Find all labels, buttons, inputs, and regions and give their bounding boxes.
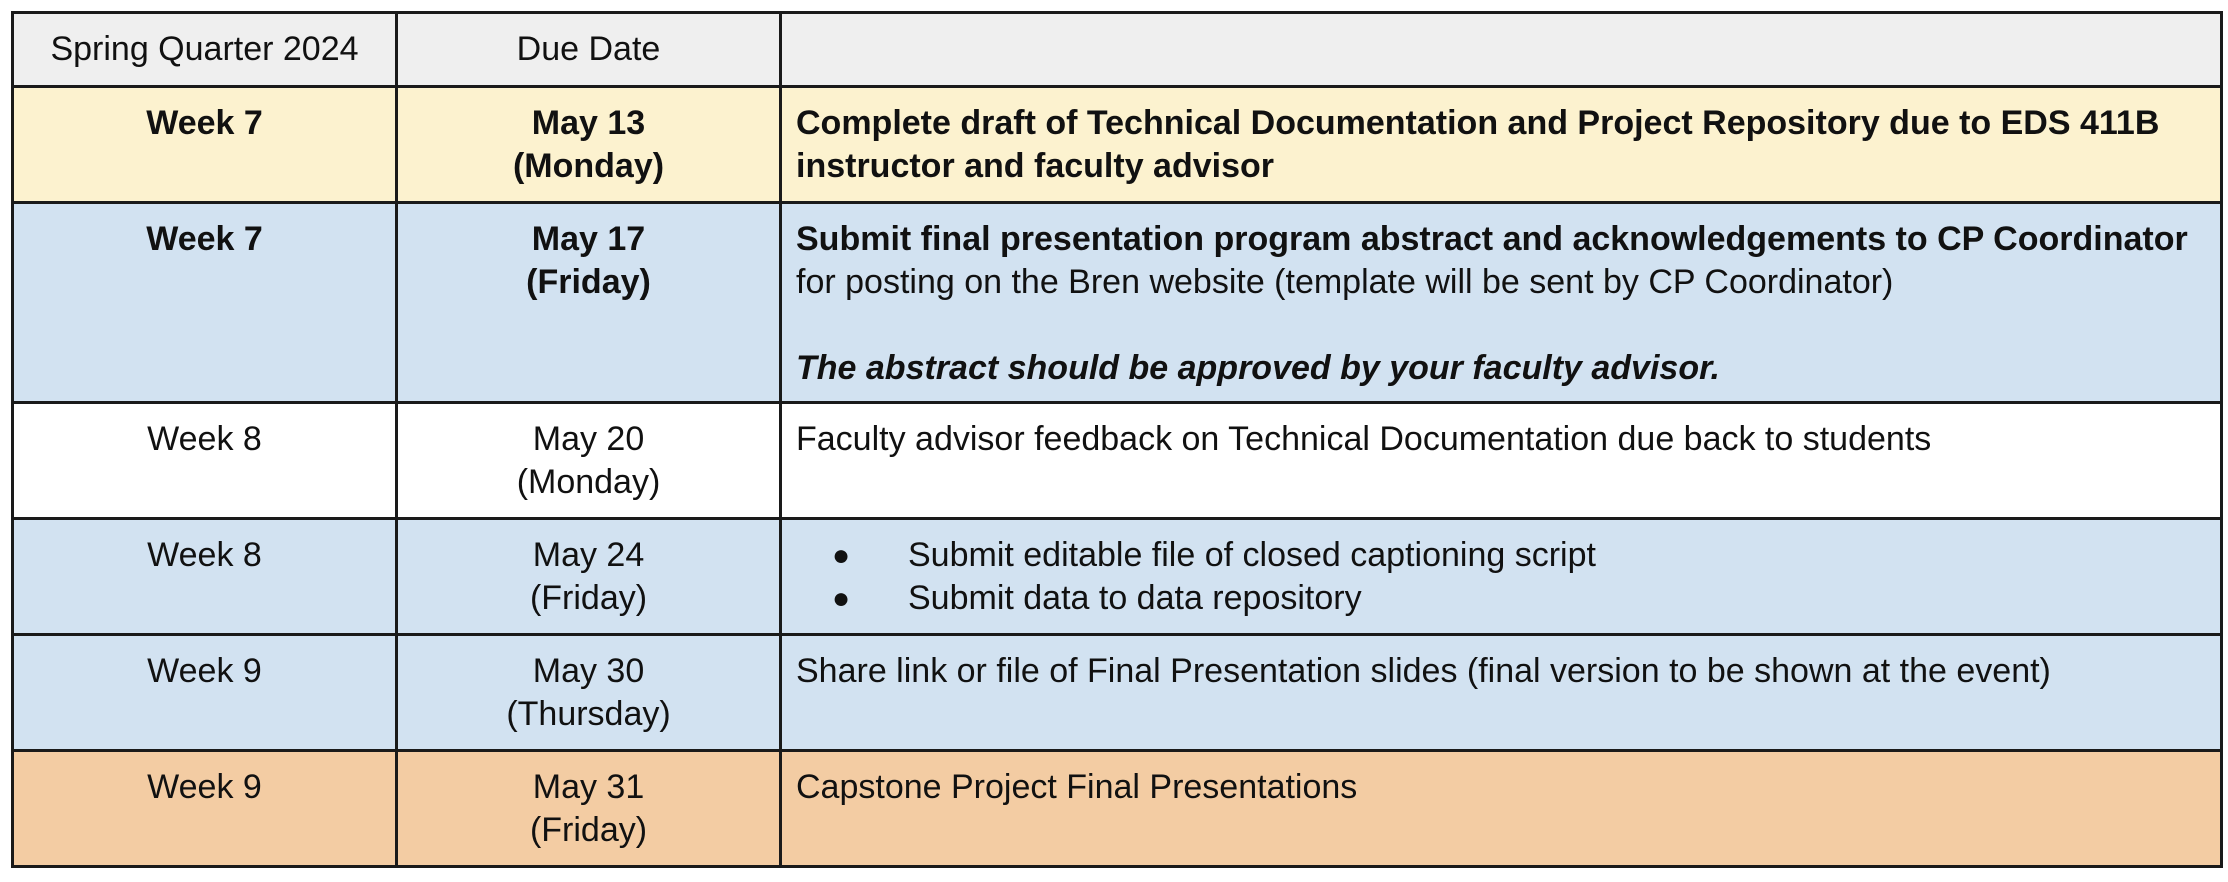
due-date: May 31 xyxy=(532,768,645,806)
header-due-date: Due Date xyxy=(395,11,782,88)
table-row: Week 9 May 30 (Thursday) Share link or f… xyxy=(11,633,2223,752)
task-cell: Faculty advisor feedback on Technical Do… xyxy=(779,401,2223,520)
due-date: May 24 xyxy=(532,536,645,574)
table-row: Week 9 May 31 (Friday) Capstone Project … xyxy=(11,749,2223,868)
task-cell: Complete draft of Technical Documentatio… xyxy=(779,85,2223,204)
due-day: (Monday) xyxy=(516,463,661,501)
week-cell: Week 9 xyxy=(11,749,398,868)
bullet-icon: ● xyxy=(832,539,851,572)
schedule-sheet: Spring Quarter 2024 Due Date Week 7 May … xyxy=(11,11,2223,868)
task-cell: Submit final presentation program abstra… xyxy=(779,201,2223,404)
due-date: May 13 xyxy=(531,104,646,142)
task-cell: Capstone Project Final Presentations xyxy=(779,749,2223,868)
bullet-icon: ● xyxy=(832,582,851,615)
task-cell: ● Submit editable file of closed caption… xyxy=(779,517,2223,636)
week-cell: Week 7 xyxy=(11,85,398,204)
task-cell: Share link or file of Final Presentation… xyxy=(779,633,2223,752)
due-day: (Friday) xyxy=(529,579,648,617)
due-date-cell: May 31 (Friday) xyxy=(395,749,782,868)
due-date-cell: May 17 (Friday) xyxy=(395,201,782,404)
week-cell: Week 7 xyxy=(11,201,398,404)
table-row: Week 8 May 24 (Friday) ● Submit editable… xyxy=(11,517,2223,636)
due-date: May 20 xyxy=(532,420,645,458)
due-day: (Friday) xyxy=(529,811,648,849)
list-item: ● Submit editable file of closed caption… xyxy=(796,534,2206,577)
task-bold-text: Submit final presentation program abstra… xyxy=(796,220,2188,258)
due-day: (Friday) xyxy=(526,263,651,301)
due-date-cell: May 24 (Friday) xyxy=(395,517,782,636)
task-bullet-list: ● Submit editable file of closed caption… xyxy=(796,534,2206,620)
due-day: (Thursday) xyxy=(506,695,671,733)
due-date-cell: May 20 (Monday) xyxy=(395,401,782,520)
due-date: May 17 xyxy=(531,220,646,258)
header-task xyxy=(779,11,2223,88)
list-item-text: Submit editable file of closed captionin… xyxy=(908,536,1596,574)
due-date-cell: May 13 (Monday) xyxy=(395,85,782,204)
task-regular-text: for posting on the Bren website (templat… xyxy=(796,263,1894,301)
week-cell: Week 9 xyxy=(11,633,398,752)
schedule-table: Spring Quarter 2024 Due Date Week 7 May … xyxy=(11,11,2223,868)
due-date: May 30 xyxy=(532,652,645,690)
table-header-row: Spring Quarter 2024 Due Date xyxy=(11,11,2223,88)
task-note: The abstract should be approved by your … xyxy=(796,349,1720,387)
list-item-text: Submit data to data repository xyxy=(908,579,1362,617)
table-row: Week 8 May 20 (Monday) Faculty advisor f… xyxy=(11,401,2223,520)
due-date-cell: May 30 (Thursday) xyxy=(395,633,782,752)
table-row: Week 7 May 17 (Friday) Submit final pres… xyxy=(11,201,2223,404)
header-quarter: Spring Quarter 2024 xyxy=(11,11,398,88)
task-text: Submit final presentation program abstra… xyxy=(796,218,2206,304)
list-item: ● Submit data to data repository xyxy=(796,577,2206,620)
week-cell: Week 8 xyxy=(11,517,398,636)
due-day: (Monday) xyxy=(512,147,665,185)
table-row: Week 7 May 13 (Monday) Complete draft of… xyxy=(11,85,2223,204)
week-cell: Week 8 xyxy=(11,401,398,520)
task-spacer xyxy=(796,304,2206,347)
